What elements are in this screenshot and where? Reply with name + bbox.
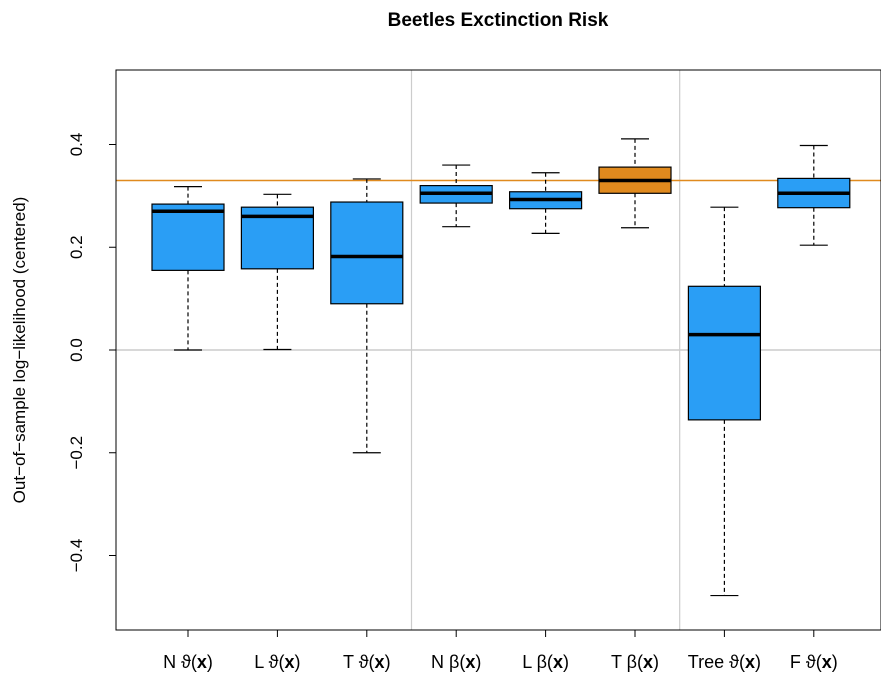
x-tick-label: T ϑ(x)	[343, 652, 391, 672]
box-layer	[151, 138, 851, 597]
x-tick-label: L β(x)	[522, 652, 569, 672]
y-axis: −0.4 −0.2 0.0 0.2 0.4	[67, 133, 117, 573]
x-tick-label: N ϑ(x)	[163, 652, 213, 672]
x-tick-label: Tree ϑ(x)	[688, 652, 761, 672]
box-group	[777, 144, 851, 246]
x-tick-label: L ϑ(x)	[254, 652, 300, 672]
y-tick-label: 0.0	[67, 338, 86, 362]
box-group	[330, 178, 404, 454]
chart-title: Beetles Exctinction Risk	[388, 10, 609, 31]
y-tick-label: −0.2	[67, 436, 86, 470]
y-tick-label: −0.4	[67, 539, 86, 573]
box-group	[598, 138, 672, 229]
box-group	[419, 164, 493, 228]
x-axis: N ϑ(x) L ϑ(x) T ϑ(x) N β(x) L β(x) T β(x) Tree…	[163, 629, 838, 672]
grid-layer	[116, 70, 881, 630]
y-tick-label: 0.4	[67, 133, 86, 157]
x-tick-label: N β(x)	[431, 652, 481, 672]
box-group	[240, 193, 314, 351]
box-group	[687, 206, 762, 597]
box-group	[509, 172, 583, 234]
x-tick-label: F ϑ(x)	[790, 652, 838, 672]
box-iqr	[687, 285, 762, 421]
box-iqr	[330, 201, 404, 305]
x-tick-label: T β(x)	[611, 652, 659, 672]
box-group	[151, 186, 225, 351]
y-tick-label: 0.2	[67, 235, 86, 259]
y-axis-label: Out−of−sample log−likelihood (centered)	[10, 197, 29, 504]
box-iqr	[151, 203, 225, 271]
plot-area	[115, 69, 881, 631]
